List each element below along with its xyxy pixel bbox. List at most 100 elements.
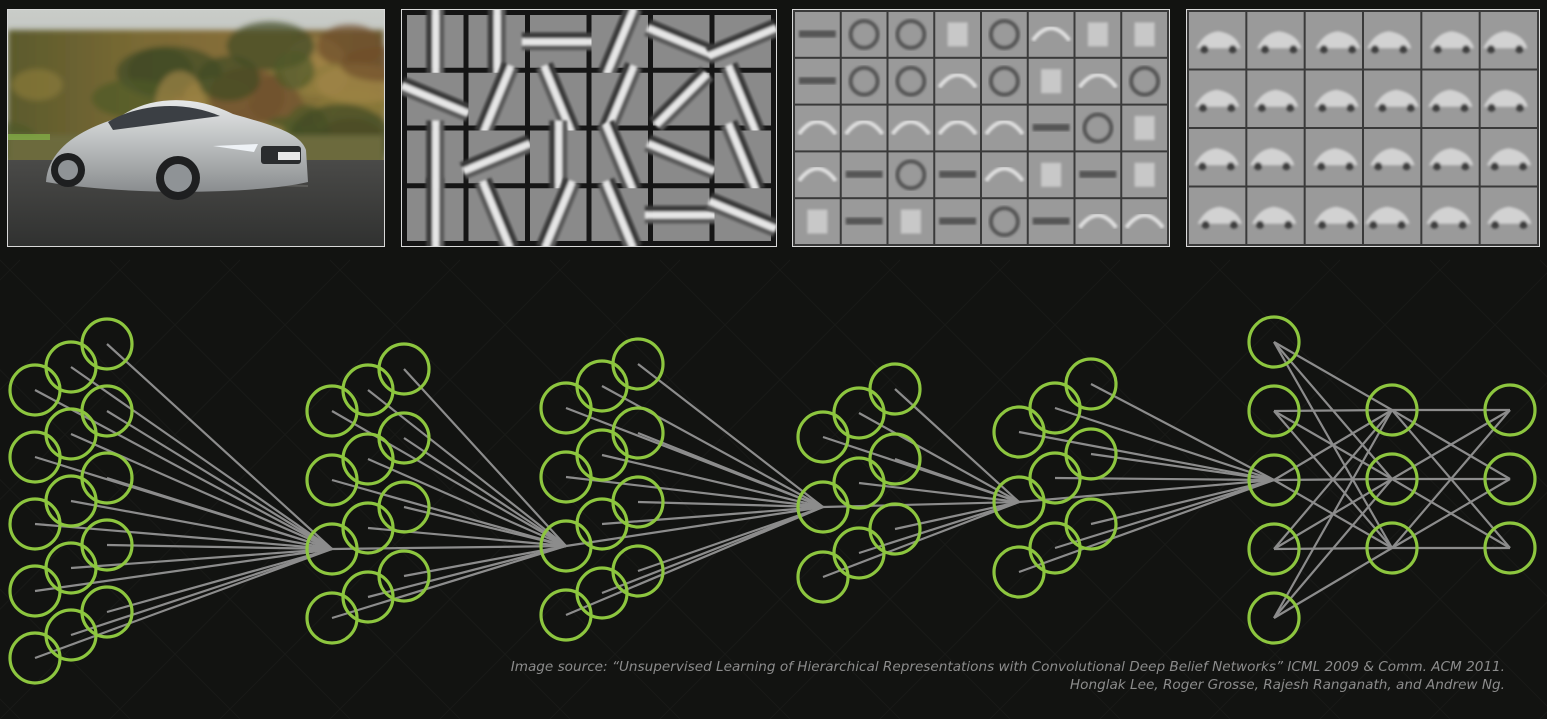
blob-shape <box>1134 162 1155 187</box>
dark-stripe <box>536 177 570 246</box>
connection-line <box>1018 478 1275 574</box>
part-pattern <box>797 166 838 183</box>
part-pattern <box>1082 112 1114 144</box>
edge-pattern <box>474 62 519 137</box>
connection-line <box>1391 409 1511 549</box>
pattern-line <box>769 259 1231 719</box>
neuron <box>1247 453 1301 507</box>
light-stripe <box>541 179 576 246</box>
filter-tile <box>841 199 887 244</box>
dark-stripe <box>731 119 765 190</box>
arc-shape <box>937 73 978 89</box>
wheel <box>1282 162 1291 171</box>
neuron <box>8 497 62 551</box>
connection-line <box>1273 408 1393 413</box>
wheel <box>1345 162 1354 171</box>
car-pattern <box>1194 148 1239 171</box>
connection-line <box>1273 409 1393 619</box>
part-pattern <box>848 65 880 97</box>
car-pattern <box>1253 89 1299 112</box>
pattern-line <box>329 259 791 719</box>
pattern-line <box>219 259 681 719</box>
filter-tile <box>795 152 840 198</box>
wheel <box>1201 220 1210 229</box>
part-pattern <box>848 18 880 50</box>
part-pattern <box>900 209 921 234</box>
dark-stripe <box>487 10 494 78</box>
dark-stripe <box>426 120 433 194</box>
part-pattern <box>1077 73 1118 89</box>
part-pattern <box>947 22 968 47</box>
neuron <box>796 410 850 464</box>
bar-shape <box>939 170 976 178</box>
filter-tile <box>407 10 464 78</box>
wheel <box>1317 162 1326 171</box>
filter-tile <box>1247 70 1304 127</box>
light-stripe <box>602 122 637 193</box>
filter-tile <box>591 10 648 79</box>
wheel-shape <box>895 65 927 97</box>
filter-tile <box>795 12 840 57</box>
part-pattern <box>1032 124 1070 131</box>
connection-line <box>565 475 824 509</box>
wheel <box>1460 103 1469 112</box>
filter-tile <box>714 62 771 137</box>
neuron <box>1247 384 1301 438</box>
wheel <box>1318 103 1327 112</box>
connection-line <box>1273 409 1393 550</box>
dark-stripe <box>648 134 719 169</box>
output-layer <box>1483 383 1537 575</box>
car-silhouette <box>1249 148 1295 166</box>
edge-pattern <box>487 10 506 78</box>
input-layer <box>8 317 134 685</box>
neuron <box>8 631 62 685</box>
light-stripe <box>432 10 440 78</box>
dark-stripe <box>597 182 630 246</box>
wheel <box>1399 45 1408 54</box>
filter-tile <box>1122 152 1167 198</box>
car-pattern <box>1487 206 1532 229</box>
wheel <box>1378 103 1387 112</box>
filter-tile <box>1480 70 1537 127</box>
headlight <box>213 144 258 152</box>
filter-tile <box>530 120 587 194</box>
arc-shape <box>1124 213 1165 229</box>
filter-tile <box>1364 70 1421 127</box>
foliage <box>197 55 261 102</box>
layer2-part-filters <box>792 9 1170 247</box>
part-pattern <box>1134 162 1155 187</box>
dark-stripe <box>710 192 776 226</box>
wheel <box>1346 103 1355 112</box>
car-silhouette <box>1426 206 1471 224</box>
dark-stripe <box>474 182 507 246</box>
edge-pattern <box>597 119 642 194</box>
wheel <box>1487 103 1496 112</box>
wheel <box>1432 162 1441 171</box>
wheel <box>1198 162 1207 171</box>
dark-stripe <box>644 146 714 180</box>
pattern-line <box>1209 259 1547 597</box>
neuron <box>305 591 359 645</box>
edge-pattern <box>402 76 473 122</box>
connection-line <box>894 500 1020 531</box>
filter-tile <box>1122 12 1167 57</box>
light-stripe <box>432 178 440 246</box>
car-silhouette <box>1257 31 1302 49</box>
filter-tile <box>1028 105 1074 151</box>
pattern-line <box>1099 272 1547 719</box>
dark-stripe <box>402 88 468 122</box>
dark-stripe <box>459 134 530 169</box>
filter-tile <box>888 152 934 198</box>
pattern-line <box>1429 259 1547 378</box>
pattern-line <box>1319 259 1547 488</box>
filter-tile <box>705 15 776 68</box>
blob-shape <box>807 209 828 234</box>
dark-stripe <box>521 32 595 39</box>
wheel <box>1284 220 1293 229</box>
connection-line <box>331 478 567 548</box>
pattern-line <box>0 259 461 719</box>
car-pattern <box>1426 206 1471 229</box>
filter-tile <box>407 178 464 246</box>
dark-stripe <box>548 182 581 246</box>
bar-shape <box>1032 124 1070 131</box>
